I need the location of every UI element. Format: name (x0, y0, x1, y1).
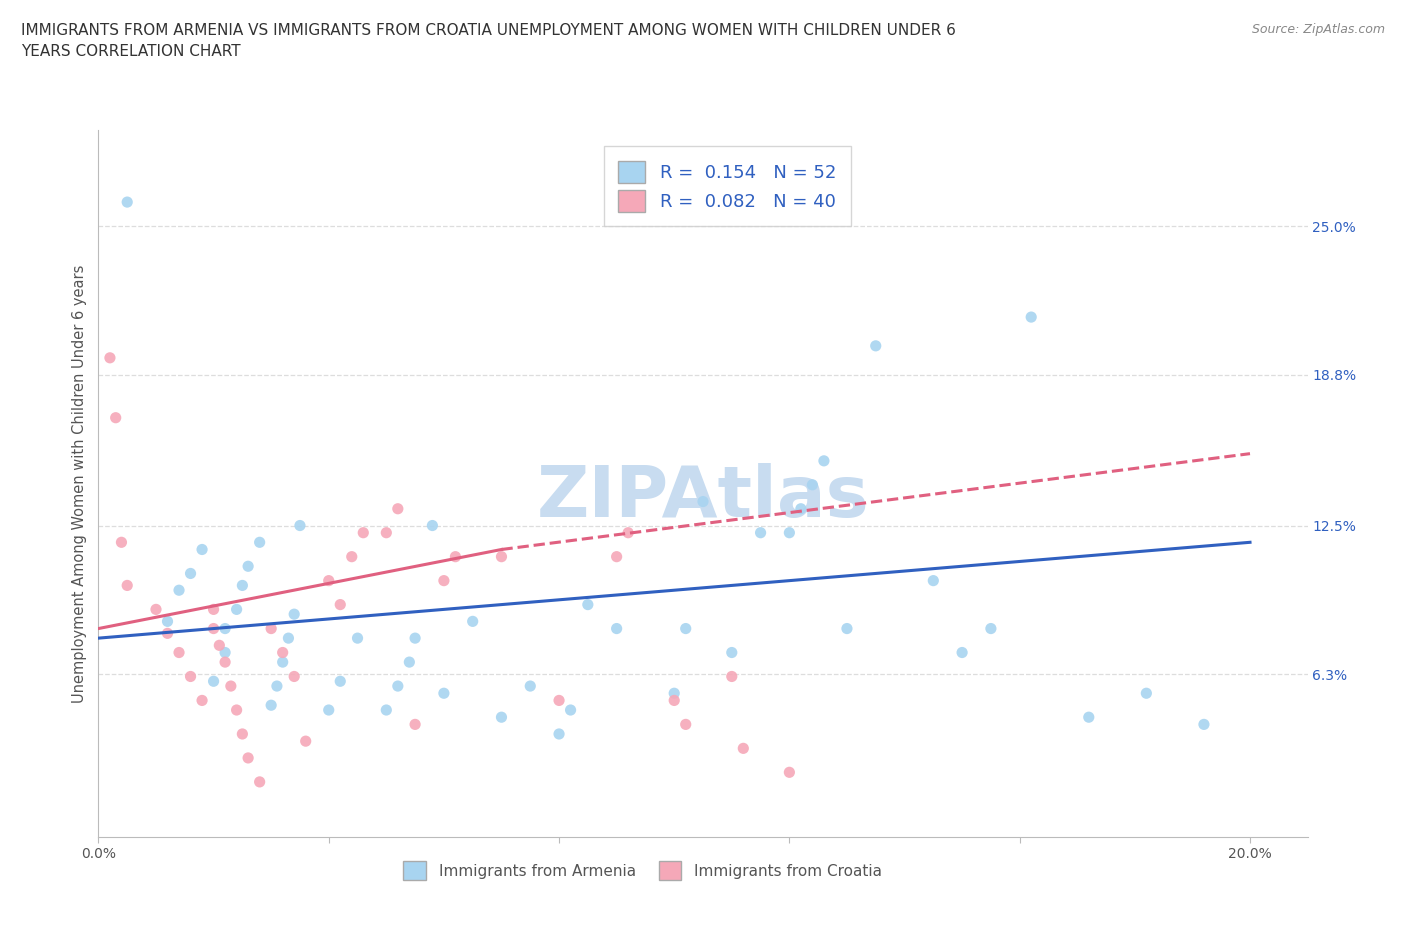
Point (778, 525, 800, 540)
Text: Source: ZipAtlas.com: Source: ZipAtlas.com (1251, 23, 1385, 36)
Point (404, 631, 426, 645)
Point (664, 685, 686, 700)
Text: IMMIGRANTS FROM ARMENIA VS IMMIGRANTS FROM CROATIA UNEMPLOYMENT AMONG WOMEN WITH: IMMIGRANTS FROM ARMENIA VS IMMIGRANTS FR… (21, 23, 956, 60)
Point (375, 702, 398, 717)
Point (433, 573, 456, 588)
Point (444, 550, 467, 565)
Point (778, 764, 800, 779)
Point (790, 501, 813, 516)
Point (675, 717, 697, 732)
Point (950, 645, 973, 660)
Point (675, 621, 697, 636)
Point (110, 535, 132, 550)
Point (352, 525, 374, 540)
Point (104, 410, 127, 425)
Point (404, 717, 426, 732)
Point (180, 566, 202, 581)
Point (180, 669, 202, 684)
Point (294, 734, 316, 749)
Point (191, 693, 214, 708)
Point (461, 614, 484, 629)
Point (167, 645, 190, 660)
Point (202, 621, 225, 636)
Point (236, 751, 259, 765)
Point (283, 606, 305, 621)
Point (340, 550, 363, 565)
Point (606, 621, 628, 636)
Point (231, 726, 253, 741)
Point (249, 775, 271, 790)
Point (387, 501, 409, 516)
Point (115, 578, 138, 592)
Y-axis label: Unemployment Among Women with Children Under 6 years: Unemployment Among Women with Children U… (72, 264, 87, 703)
Point (329, 674, 352, 689)
Point (145, 602, 167, 617)
Point (231, 578, 253, 592)
Point (606, 550, 628, 565)
Point (271, 645, 294, 660)
Point (208, 638, 231, 653)
Point (214, 645, 236, 660)
Point (219, 679, 242, 694)
Point (422, 518, 444, 533)
Point (288, 518, 311, 533)
Point (1077, 710, 1099, 724)
Point (733, 741, 755, 756)
Point (202, 674, 225, 689)
Point (277, 631, 299, 645)
Point (617, 525, 640, 540)
Point (835, 621, 858, 636)
Point (801, 477, 824, 492)
Point (491, 550, 513, 565)
Point (664, 693, 686, 708)
Point (548, 693, 571, 708)
Legend: Immigrants from Armenia, Immigrants from Croatia: Immigrants from Armenia, Immigrants from… (398, 855, 887, 886)
Point (167, 583, 190, 598)
Point (491, 710, 513, 724)
Point (560, 702, 582, 717)
Point (236, 559, 259, 574)
Point (720, 645, 742, 660)
Point (318, 573, 340, 588)
Point (266, 679, 288, 694)
Point (813, 454, 835, 469)
Point (519, 679, 541, 694)
Point (156, 626, 179, 641)
Point (720, 669, 742, 684)
Point (865, 339, 887, 353)
Point (749, 525, 772, 540)
Point (398, 655, 420, 670)
Point (202, 602, 225, 617)
Point (191, 542, 214, 557)
Point (1019, 310, 1042, 325)
Point (922, 573, 945, 588)
Point (225, 602, 247, 617)
Point (433, 685, 456, 700)
Point (1192, 717, 1215, 732)
Point (260, 698, 283, 712)
Point (329, 597, 352, 612)
Point (375, 525, 398, 540)
Point (115, 194, 138, 209)
Point (156, 614, 179, 629)
Point (260, 621, 283, 636)
Point (249, 535, 271, 550)
Point (271, 655, 294, 670)
Point (387, 679, 409, 694)
Point (318, 702, 340, 717)
Point (548, 726, 571, 741)
Point (225, 702, 247, 717)
Point (98, 351, 121, 365)
Point (1135, 685, 1157, 700)
Point (346, 631, 368, 645)
Text: ZIPAtlas: ZIPAtlas (537, 463, 869, 532)
Point (576, 597, 599, 612)
Point (692, 494, 714, 509)
Point (283, 669, 305, 684)
Point (214, 655, 236, 670)
Point (980, 621, 1002, 636)
Point (214, 621, 236, 636)
